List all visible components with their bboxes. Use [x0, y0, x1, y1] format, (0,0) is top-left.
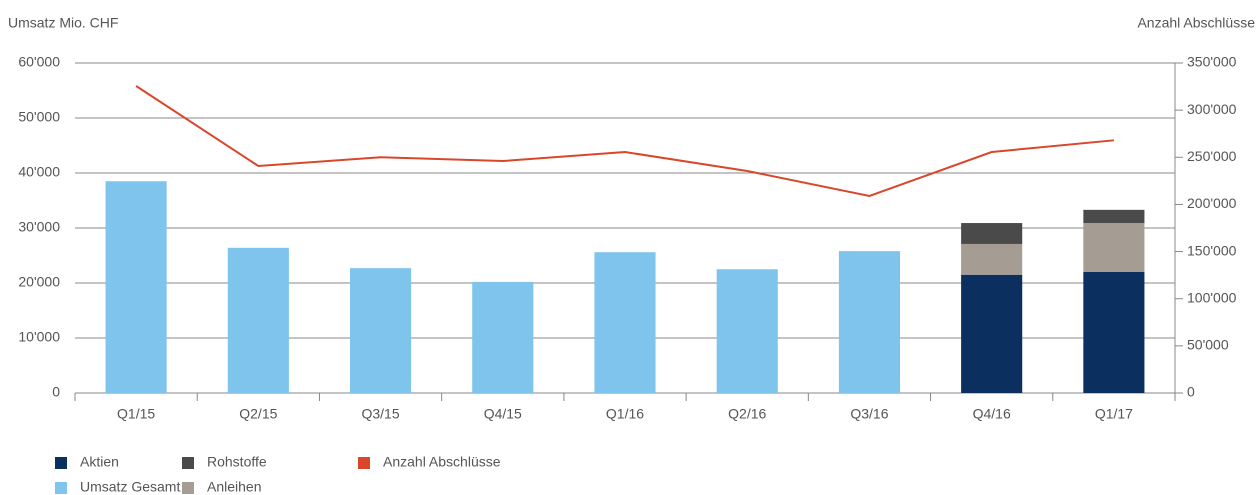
bar [838, 251, 900, 393]
y-axis-label: Umsatz Mio. CHF [8, 15, 118, 31]
x-tick-label: Q4/15 [484, 406, 522, 422]
y2-tick-label: 250'000 [1187, 148, 1237, 164]
bar [961, 223, 1023, 244]
y2-tick-label: 50'000 [1187, 337, 1229, 353]
legend-label: Aktien [80, 454, 119, 470]
x-tick-label: Q2/16 [728, 406, 766, 422]
legend-label: Anleihen [207, 479, 262, 495]
bar [961, 243, 1023, 275]
bar [105, 181, 167, 393]
y-tick-label: 20'000 [18, 274, 60, 290]
x-tick-label: Q1/16 [606, 406, 644, 422]
bar [472, 281, 534, 393]
x-tick-label: Q1/15 [117, 406, 155, 422]
legend-label: Umsatz Gesamt [80, 479, 180, 495]
y-tick-label: 0 [52, 384, 60, 400]
x-tick-label: Q1/17 [1095, 406, 1133, 422]
bar [1083, 209, 1145, 224]
x-tick-label: Q3/15 [361, 406, 399, 422]
y2-tick-label: 0 [1187, 384, 1195, 400]
y-tick-label: 10'000 [18, 329, 60, 345]
x-tick-label: Q3/16 [850, 406, 888, 422]
bar [227, 247, 289, 393]
y2-tick-label: 200'000 [1187, 195, 1237, 211]
legend-swatch [358, 457, 370, 469]
y2-axis-label: Anzahl Abschlüsse [1137, 15, 1255, 31]
y2-tick-label: 100'000 [1187, 289, 1237, 305]
legend-swatch [182, 457, 194, 469]
bar [350, 268, 412, 393]
y2-tick-label: 350'000 [1187, 54, 1237, 70]
legend-swatch [182, 482, 194, 494]
y2-tick-label: 300'000 [1187, 101, 1237, 117]
bar [716, 269, 778, 393]
y-tick-label: 50'000 [18, 109, 60, 125]
bar [1083, 272, 1145, 393]
bar [961, 274, 1023, 393]
y-tick-label: 60'000 [18, 54, 60, 70]
legend-label: Anzahl Abschlüsse [383, 454, 501, 470]
legend-swatch [55, 457, 67, 469]
legend-swatch [55, 482, 67, 494]
y-tick-label: 30'000 [18, 219, 60, 235]
y-tick-label: 40'000 [18, 164, 60, 180]
y2-tick-label: 150'000 [1187, 242, 1237, 258]
line [135, 85, 1114, 197]
x-tick-label: Q2/15 [239, 406, 277, 422]
legend-label: Rohstoffe [207, 454, 267, 470]
bar [594, 252, 656, 393]
bar [1083, 223, 1145, 272]
x-tick-label: Q4/16 [973, 406, 1011, 422]
